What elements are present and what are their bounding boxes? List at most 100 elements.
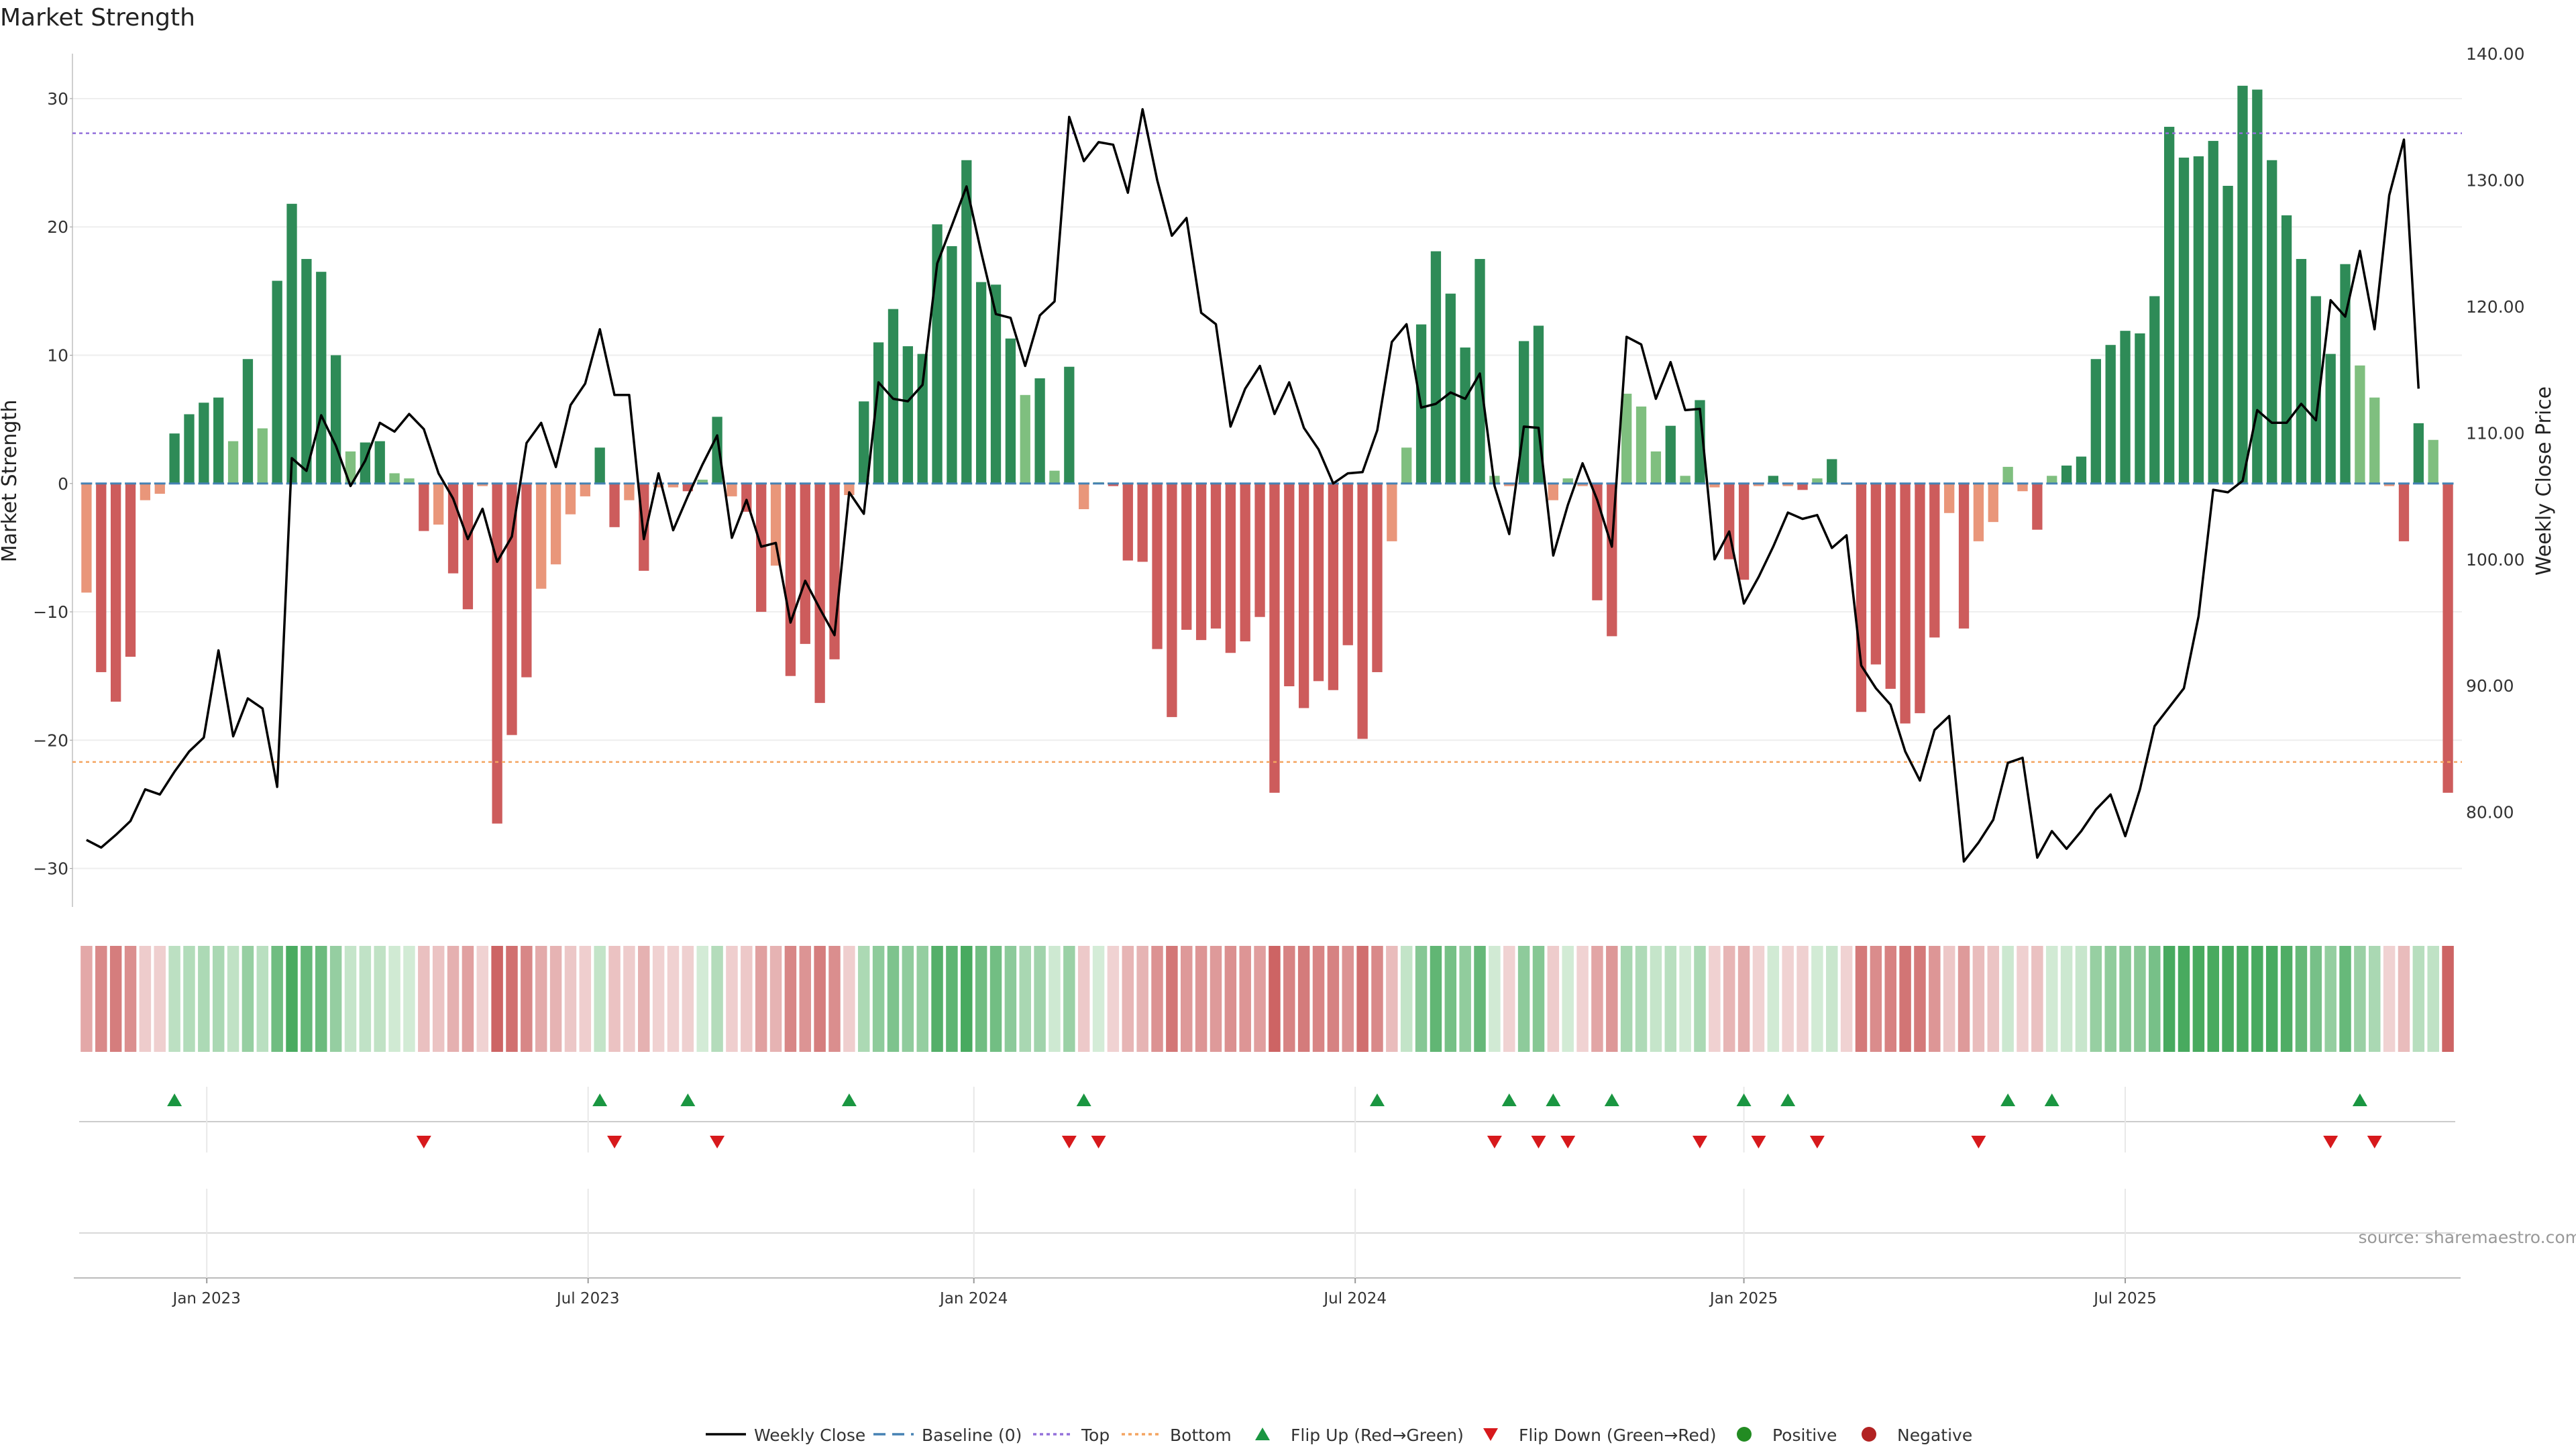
- heat-cell: [2354, 946, 2366, 1052]
- legend-label: Weekly Close: [754, 1426, 865, 1445]
- right-tick-label: 100.00: [2466, 550, 2524, 570]
- heat-cell: [1650, 946, 1662, 1052]
- strength-bar: [1680, 476, 1690, 484]
- flip-down-marker: [416, 1136, 431, 1148]
- strength-bar: [947, 246, 957, 484]
- flip-down-markers: [416, 1136, 2382, 1148]
- heat-cell: [491, 946, 503, 1052]
- strength-bar: [2310, 296, 2321, 484]
- heat-cell: [476, 946, 489, 1052]
- strength-bar: [1079, 483, 1089, 510]
- strength-bar: [2032, 483, 2043, 530]
- heat-cell: [902, 946, 914, 1052]
- heat-cell: [109, 946, 122, 1052]
- strength-bar: [990, 284, 1002, 484]
- strength-bar: [301, 259, 312, 484]
- flip-up-marker: [592, 1093, 608, 1106]
- heat-cell: [124, 946, 137, 1052]
- heat-cell: [1606, 946, 1618, 1052]
- strength-bar: [1695, 400, 1705, 484]
- strength-bar: [2163, 127, 2175, 484]
- heat-cell: [1517, 946, 1530, 1052]
- right-tick-labels: 140.00 130.00 120.00 110.00 100.00 90.00 80.00: [2466, 44, 2524, 822]
- heat-cell: [1386, 946, 1398, 1052]
- heat-cell: [1004, 946, 1017, 1052]
- strength-bar: [1313, 483, 1324, 682]
- heat-cell: [359, 946, 372, 1052]
- heat-cell: [418, 946, 430, 1052]
- heat-cell: [608, 946, 621, 1052]
- strength-bar: [1944, 483, 1955, 513]
- strength-bar: [257, 428, 268, 484]
- heat-cell: [1811, 946, 1823, 1052]
- flip-up-marker: [2352, 1093, 2367, 1106]
- strength-bar: [184, 414, 195, 484]
- strength-bar: [1034, 378, 1045, 484]
- heat-cell: [95, 946, 107, 1052]
- strength-bar: [1430, 251, 1442, 484]
- strength-bar: [199, 402, 209, 484]
- strength-bar: [2193, 156, 2204, 484]
- strength-bar: [1518, 341, 1529, 484]
- flip-down-marker: [2323, 1136, 2339, 1148]
- flip-up-marker: [1076, 1093, 1091, 1106]
- legend-label: Flip Down (Green→Red): [1519, 1426, 1717, 1445]
- heat-cell: [2031, 946, 2043, 1052]
- heat-cell: [1767, 946, 1780, 1052]
- strength-bar: [1900, 483, 1911, 724]
- heat-cell: [2178, 946, 2190, 1052]
- heat-cell: [961, 946, 973, 1052]
- strength-bar: [1988, 483, 1998, 523]
- legend-label: Flip Up (Red→Green): [1291, 1426, 1464, 1445]
- strength-bar: [1137, 483, 1148, 562]
- heat-cell: [989, 946, 1002, 1052]
- grid-lines: [72, 97, 2462, 869]
- strength-bar: [1122, 483, 1133, 561]
- legend-item: Positive: [1737, 1426, 1837, 1445]
- date-tick-label: Jul 2023: [555, 1290, 620, 1307]
- heat-cell: [784, 946, 797, 1052]
- left-tick-label: 0: [58, 474, 68, 494]
- heat-cell: [741, 946, 753, 1052]
- strength-bar: [888, 309, 899, 484]
- date-tick-label: Jul 2024: [1322, 1290, 1387, 1307]
- heat-cell: [286, 946, 298, 1052]
- heat-cell: [1474, 946, 1486, 1052]
- strength-bar: [2090, 359, 2101, 484]
- heat-cell: [1019, 946, 1031, 1052]
- heat-cell: [1972, 946, 1985, 1052]
- heat-cell: [1737, 946, 1750, 1052]
- strength-bar: [712, 417, 722, 484]
- left-tick-label: −10: [33, 602, 68, 622]
- heat-cell: [1826, 946, 1838, 1052]
- strength-bar: [1210, 483, 1222, 629]
- heat-cell: [799, 946, 812, 1052]
- strength-bar: [2340, 264, 2351, 484]
- heat-cell: [1034, 946, 1046, 1052]
- left-axis-label: Market Strength: [0, 400, 21, 562]
- left-tick-labels: 30 20 10 0 −10 −20 −30: [33, 89, 72, 879]
- strength-bar: [1064, 366, 1075, 484]
- heat-cell: [2002, 946, 2014, 1052]
- heat-cell: [1107, 946, 1120, 1052]
- strength-bar: [154, 483, 165, 494]
- heat-cell: [1444, 946, 1457, 1052]
- flip-up-marker: [1501, 1093, 1517, 1106]
- heat-cell: [696, 946, 708, 1052]
- heat-cell: [1400, 946, 1413, 1052]
- right-tick-label: 130.00: [2466, 170, 2524, 190]
- strength-bar: [2369, 397, 2380, 484]
- strength-bar: [2325, 354, 2336, 484]
- strength-bar: [1812, 478, 1823, 484]
- strength-bar: [404, 478, 415, 484]
- strength-bar: [2267, 160, 2277, 484]
- heat-cell: [975, 946, 987, 1052]
- strength-bar: [2120, 331, 2131, 484]
- legend-swatch: [1737, 1427, 1752, 1442]
- chart-legend: Weekly Close Baseline (0) Top Bottom Flip Up…: [706, 1426, 1972, 1445]
- strength-bar: [1474, 259, 1485, 484]
- flip-up-marker: [841, 1093, 857, 1106]
- bottom-grid: [206, 1189, 2127, 1278]
- strength-bar: [477, 483, 488, 486]
- heat-cell: [1312, 946, 1325, 1052]
